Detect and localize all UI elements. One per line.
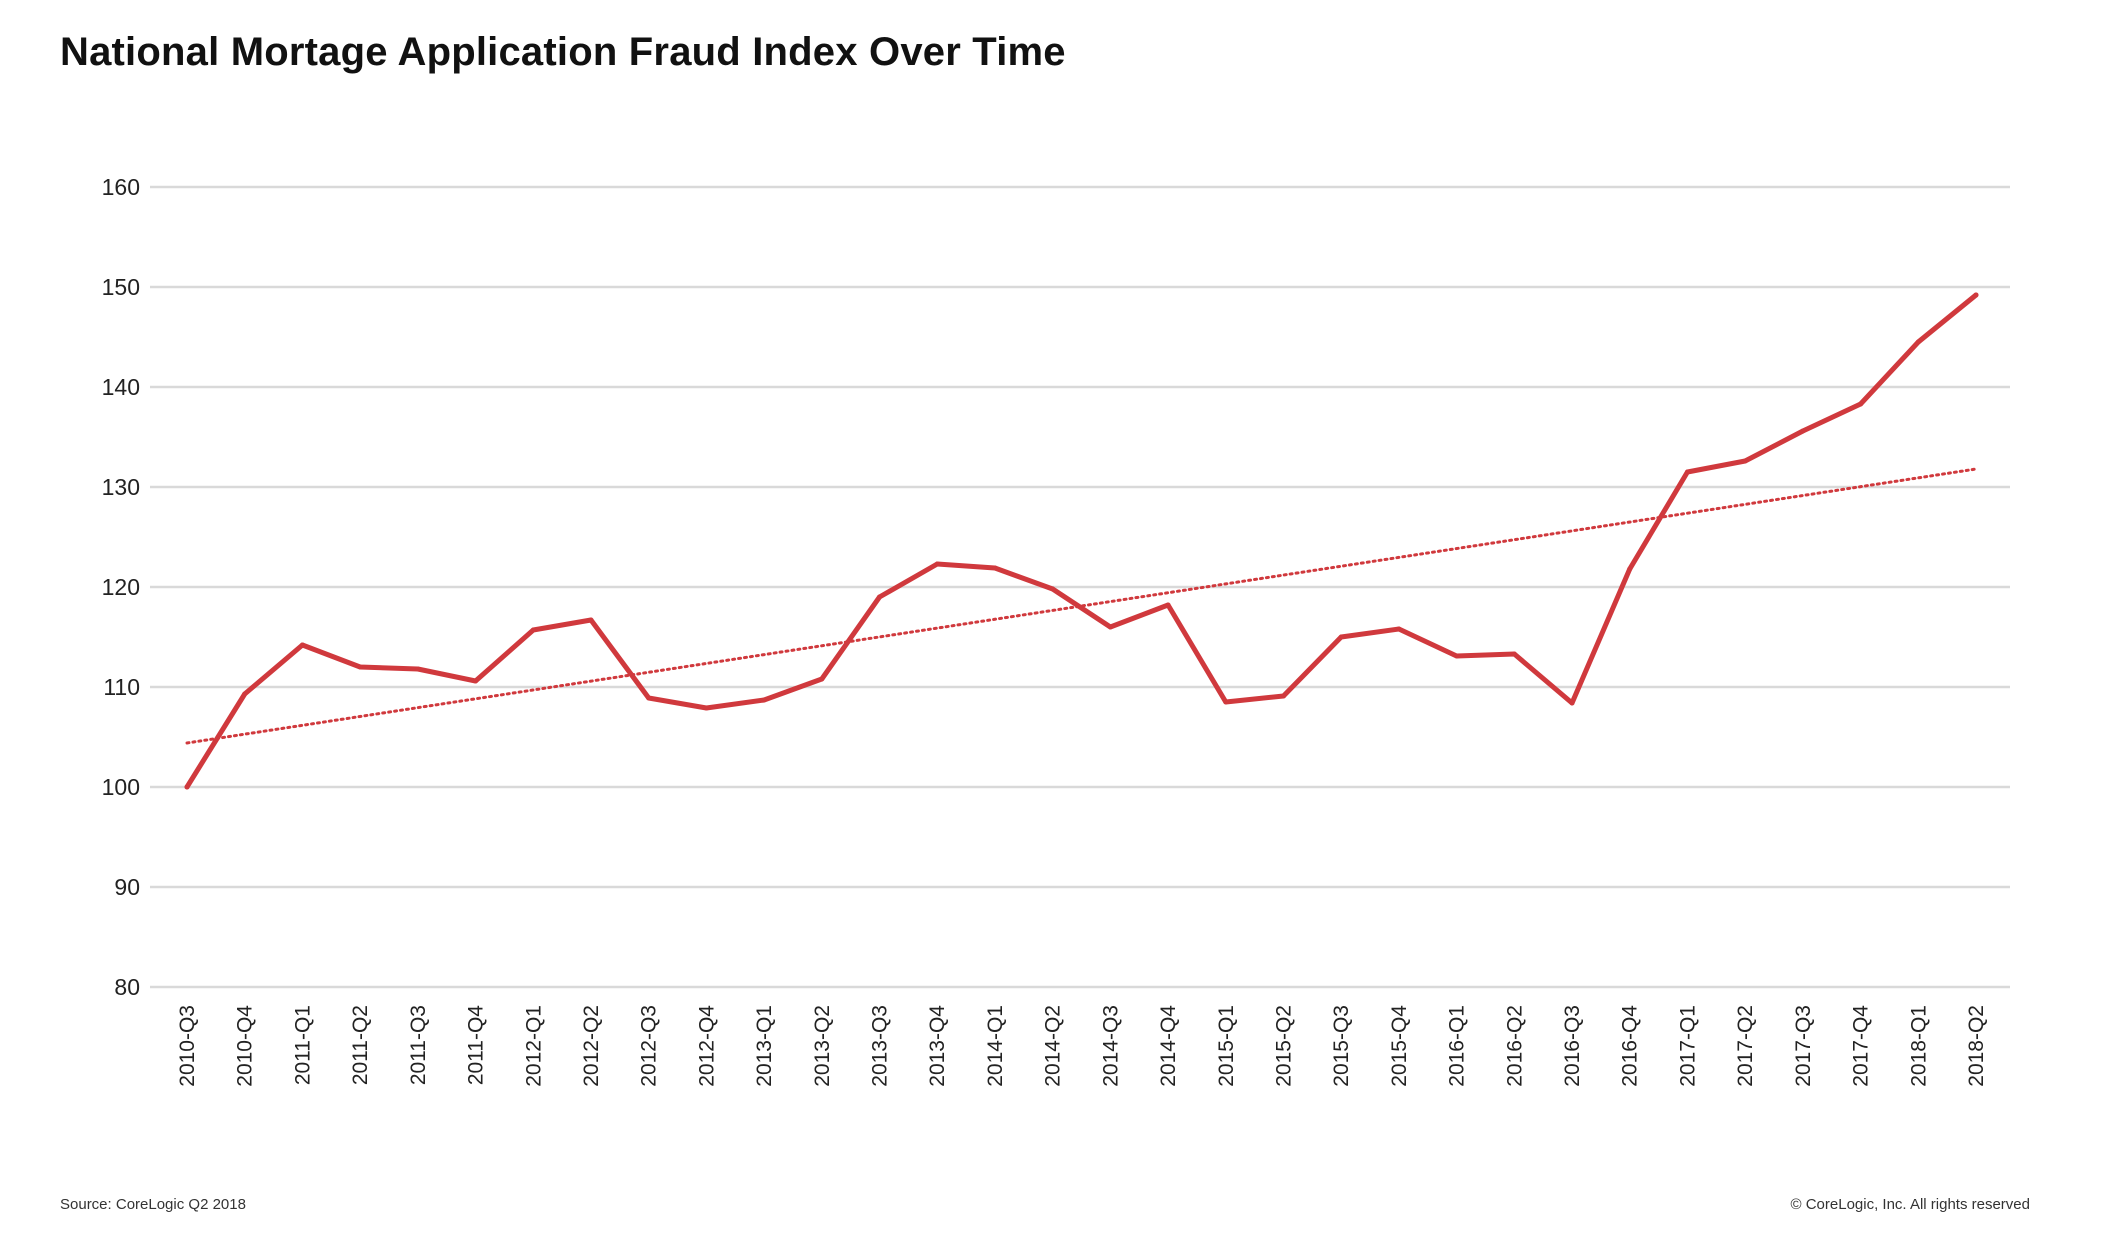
x-tick-label-2012-Q4: 2012-Q4 <box>695 1005 718 1087</box>
data-point-2012-Q3 <box>646 695 652 701</box>
data-point-2018-Q1 <box>1915 339 1921 345</box>
y-tick-label-100: 100 <box>102 774 140 800</box>
x-tick-label-2015-Q4: 2015-Q4 <box>1388 1005 1411 1087</box>
y-tick-label-160: 160 <box>102 174 140 200</box>
data-point-2015-Q3 <box>1338 634 1344 640</box>
data-point-2014-Q1 <box>992 565 998 571</box>
chart-title: National Mortage Application Fraud Index… <box>60 30 1066 74</box>
x-tick-label-2017-Q1: 2017-Q1 <box>1676 1005 1699 1087</box>
data-point-2018-Q2 <box>1973 292 1979 298</box>
data-point-2016-Q4 <box>1627 566 1633 572</box>
x-tick-label-2015-Q1: 2015-Q1 <box>1215 1005 1238 1087</box>
x-tick-label-2012-Q3: 2012-Q3 <box>638 1005 661 1087</box>
data-point-2011-Q4 <box>473 678 479 684</box>
y-tick-label-110: 110 <box>103 674 140 700</box>
data-point-2016-Q1 <box>1454 653 1460 659</box>
x-tick-label-2017-Q2: 2017-Q2 <box>1734 1005 1757 1087</box>
data-point-2017-Q4 <box>1858 401 1864 407</box>
y-tick-label-90: 90 <box>114 874 140 900</box>
x-tick-label-2017-Q3: 2017-Q3 <box>1792 1005 1815 1087</box>
x-tick-label-2013-Q4: 2013-Q4 <box>926 1005 949 1087</box>
data-point-2015-Q4 <box>1396 626 1402 632</box>
data-point-2017-Q1 <box>1684 469 1690 475</box>
x-tick-label-2011-Q2: 2011-Q2 <box>349 1005 372 1085</box>
x-tick-label-2013-Q1: 2013-Q1 <box>753 1005 776 1087</box>
x-tick-label-2017-Q4: 2017-Q4 <box>1850 1005 1873 1087</box>
x-tick-label-2014-Q2: 2014-Q2 <box>1042 1005 1065 1087</box>
y-tick-label-150: 150 <box>102 274 140 300</box>
x-tick-label-2013-Q2: 2013-Q2 <box>811 1005 834 1087</box>
data-point-2017-Q2 <box>1742 458 1748 464</box>
y-tick-label-120: 120 <box>102 574 140 600</box>
x-tick-label-2016-Q3: 2016-Q3 <box>1561 1005 1584 1087</box>
x-tick-label-2011-Q4: 2011-Q4 <box>465 1005 488 1085</box>
series-line-fraud-index <box>184 292 1979 790</box>
y-tick-label-140: 140 <box>102 374 140 400</box>
x-tick-label-2013-Q3: 2013-Q3 <box>869 1005 892 1087</box>
data-point-2011-Q1 <box>299 642 305 648</box>
data-point-2011-Q2 <box>357 664 363 670</box>
x-tick-label-2010-Q4: 2010-Q4 <box>234 1005 257 1087</box>
data-point-2012-Q1 <box>530 627 536 633</box>
data-point-2015-Q1 <box>1223 699 1229 705</box>
data-point-2015-Q2 <box>1280 693 1286 699</box>
data-point-2010-Q4 <box>242 691 248 697</box>
x-tick-label-2011-Q3: 2011-Q3 <box>407 1005 430 1085</box>
x-tick-label-2018-Q1: 2018-Q1 <box>1907 1005 1930 1087</box>
data-point-2016-Q3 <box>1569 700 1575 706</box>
x-tick-label-2016-Q1: 2016-Q1 <box>1446 1005 1469 1087</box>
x-tick-label-2015-Q3: 2015-Q3 <box>1330 1005 1353 1087</box>
x-tick-label-2012-Q1: 2012-Q1 <box>522 1005 545 1087</box>
data-point-2011-Q3 <box>415 666 421 672</box>
copyright-note: © CoreLogic, Inc. All rights reserved <box>1790 1196 2031 1213</box>
x-tick-label-2015-Q2: 2015-Q2 <box>1272 1005 1295 1087</box>
x-tick-label-2014-Q3: 2014-Q3 <box>1099 1005 1122 1087</box>
x-tick-label-2012-Q2: 2012-Q2 <box>580 1005 603 1087</box>
data-point-2012-Q2 <box>588 617 594 623</box>
x-tick-label-2011-Q1: 2011-Q1 <box>291 1005 314 1085</box>
data-point-2013-Q4 <box>934 561 940 567</box>
data-point-2014-Q4 <box>1165 602 1171 608</box>
data-point-2016-Q2 <box>1511 651 1517 657</box>
x-tick-label-2014-Q1: 2014-Q1 <box>984 1005 1007 1087</box>
data-point-2017-Q3 <box>1800 428 1806 434</box>
x-tick-label-2010-Q3: 2010-Q3 <box>176 1005 199 1087</box>
y-tick-label-80: 80 <box>114 974 140 1000</box>
y-axis-tick-labels: 80 90 100 110 120 130 140 150 160 <box>102 174 140 1000</box>
data-point-2014-Q2 <box>1050 586 1056 592</box>
y-tick-label-130: 130 <box>102 474 140 500</box>
source-note: Source: CoreLogic Q2 2018 <box>60 1196 246 1213</box>
x-tick-label-2018-Q2: 2018-Q2 <box>1965 1005 1988 1087</box>
data-point-2010-Q3 <box>184 784 190 790</box>
x-axis-tick-labels: 2010-Q3 2010-Q4 2011-Q1 2011-Q2 2011-Q3 2011-… <box>176 1005 1988 1087</box>
x-tick-label-2014-Q4: 2014-Q4 <box>1157 1005 1180 1087</box>
data-point-2013-Q2 <box>819 676 825 682</box>
gridlines <box>150 185 2010 989</box>
data-points <box>184 292 1979 790</box>
data-point-2013-Q3 <box>877 594 883 600</box>
data-point-2012-Q4 <box>703 705 709 711</box>
x-tick-label-2016-Q4: 2016-Q4 <box>1619 1005 1642 1087</box>
x-tick-label-2016-Q2: 2016-Q2 <box>1503 1005 1526 1087</box>
data-point-2014-Q3 <box>1107 624 1113 630</box>
data-point-2013-Q1 <box>761 697 767 703</box>
